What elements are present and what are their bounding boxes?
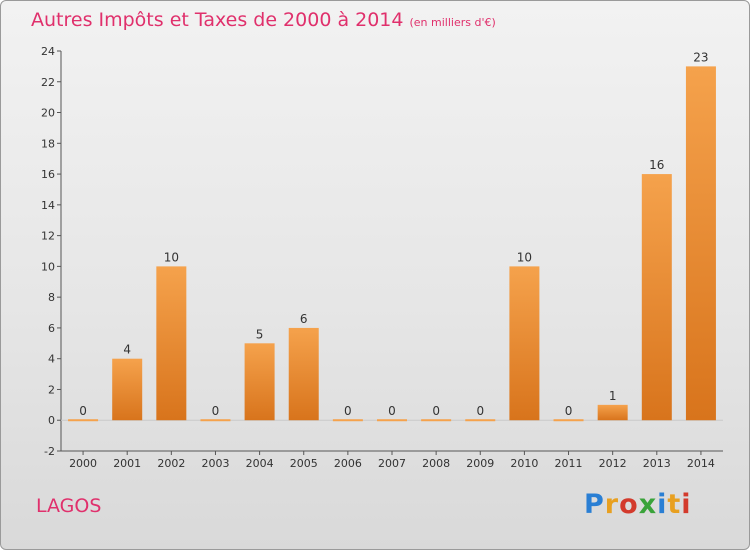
data-label: 0 xyxy=(212,404,220,418)
data-label: 0 xyxy=(565,404,573,418)
bar xyxy=(597,404,628,421)
chart-title: Autres Impôts et Taxes de 2000 à 2014 xyxy=(31,9,404,31)
x-tick-label: 2002 xyxy=(157,457,185,470)
logo-letter: i xyxy=(657,489,668,520)
bar xyxy=(156,266,187,421)
x-tick-label: 2013 xyxy=(643,457,671,470)
data-label: 16 xyxy=(649,158,664,172)
y-tick-label: -2 xyxy=(44,445,55,458)
chart-unit: (en milliers d'€) xyxy=(409,16,496,29)
y-tick-label: 22 xyxy=(41,76,55,89)
bar xyxy=(288,327,319,421)
data-label: 0 xyxy=(476,404,484,418)
x-tick-label: 2014 xyxy=(687,457,715,470)
bar xyxy=(68,419,99,422)
bar xyxy=(244,343,275,421)
bar xyxy=(641,174,672,421)
y-tick-label: 18 xyxy=(41,137,55,150)
data-label: 5 xyxy=(256,327,264,341)
logo-letter: r xyxy=(604,489,620,520)
data-label: 0 xyxy=(79,404,87,418)
data-label: 10 xyxy=(517,250,532,264)
y-tick-label: 16 xyxy=(41,168,55,181)
x-tick-label: 2005 xyxy=(290,457,318,470)
commune-name: LAGOS xyxy=(36,495,102,517)
y-tick-label: 24 xyxy=(41,45,55,58)
y-tick-label: 6 xyxy=(48,322,55,335)
bar xyxy=(421,419,452,422)
data-label: 0 xyxy=(432,404,440,418)
x-tick-label: 2004 xyxy=(246,457,274,470)
x-tick-label: 2010 xyxy=(510,457,538,470)
x-tick-label: 2012 xyxy=(599,457,627,470)
data-label: 0 xyxy=(344,404,352,418)
proxiti-logo: Proxiti xyxy=(584,489,692,520)
data-label: 4 xyxy=(123,343,131,357)
x-tick-label: 2000 xyxy=(69,457,97,470)
y-tick-label: 12 xyxy=(41,230,55,243)
chart-title-block: Autres Impôts et Taxes de 2000 à 2014 (en… xyxy=(31,9,496,31)
y-tick-label: 8 xyxy=(48,291,55,304)
y-tick-label: 0 xyxy=(48,414,55,427)
x-tick-label: 2011 xyxy=(555,457,583,470)
x-tick-label: 2006 xyxy=(334,457,362,470)
bar xyxy=(509,266,540,421)
logo-letter: i xyxy=(681,489,692,520)
y-tick-label: 14 xyxy=(41,199,55,212)
x-tick-label: 2009 xyxy=(466,457,494,470)
logo-letter: x xyxy=(638,489,658,520)
y-tick-label: 4 xyxy=(48,353,55,366)
bar xyxy=(112,358,143,421)
data-label: 10 xyxy=(164,250,179,264)
bar xyxy=(685,66,716,421)
y-tick-label: 20 xyxy=(41,107,55,120)
x-tick-label: 2001 xyxy=(113,457,141,470)
logo-letter: o xyxy=(619,489,639,520)
logo-letter: t xyxy=(667,489,682,520)
bar xyxy=(553,419,584,422)
bar xyxy=(377,419,407,422)
x-tick-label: 2003 xyxy=(201,457,229,470)
logo-letter: P xyxy=(584,489,605,520)
data-label: 6 xyxy=(300,312,308,326)
x-tick-label: 2008 xyxy=(422,457,450,470)
bar xyxy=(332,419,363,422)
y-tick-label: 2 xyxy=(48,383,55,396)
data-label: 23 xyxy=(693,50,708,64)
x-tick-label: 2007 xyxy=(378,457,406,470)
y-tick-label: 10 xyxy=(41,260,55,273)
data-label: 0 xyxy=(388,404,396,418)
bar xyxy=(200,419,231,422)
data-label: 1 xyxy=(609,389,617,403)
bar xyxy=(465,419,496,422)
